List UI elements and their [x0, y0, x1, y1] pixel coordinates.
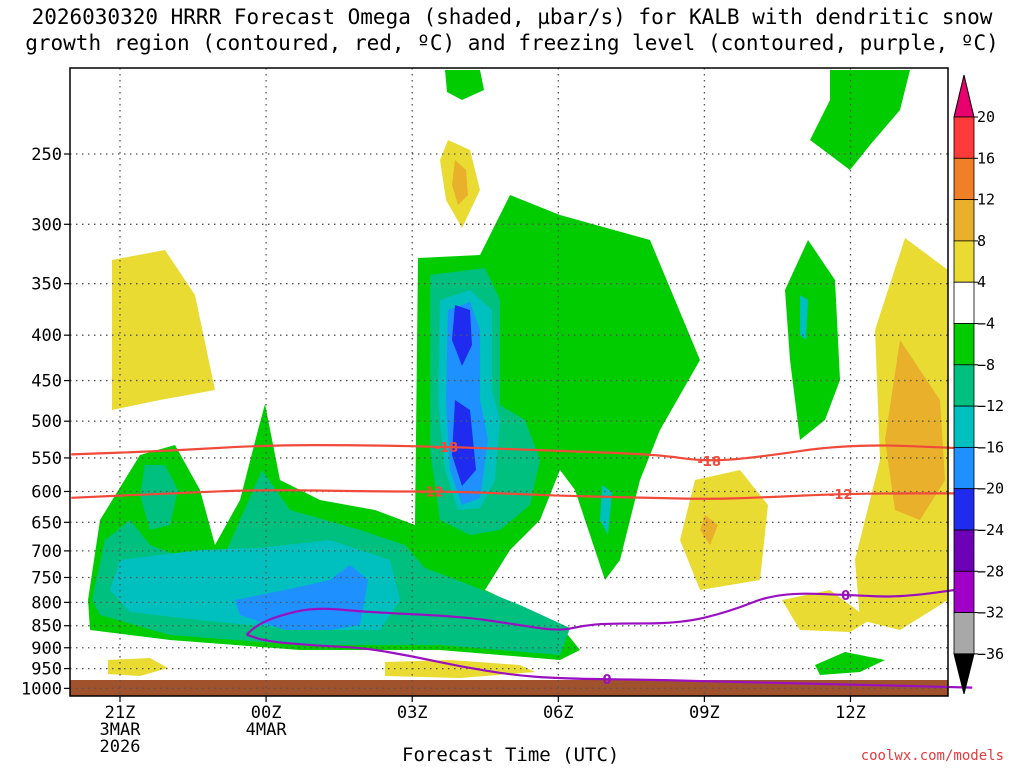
omega-region-upward-left [112, 250, 215, 410]
x-tick-label: 09Z [689, 703, 720, 723]
colorbar-label: −24 [977, 521, 1004, 539]
omega-region-upper-right-green [810, 70, 910, 170]
y-axis: 2503003504004505005506006507007508008509… [21, 145, 70, 699]
omega-region-12z-low [782, 590, 870, 632]
y-tick-label: 900 [31, 639, 62, 659]
colorbar-label: 16 [977, 149, 995, 167]
chart-title: 2026030320 HRRR Forecast Omega (shaded, … [0, 4, 1024, 56]
omega-region-09z [680, 470, 768, 590]
y-tick-label: 950 [31, 660, 62, 680]
contour-label: -18 [698, 455, 722, 470]
contour-line [246, 633, 973, 689]
y-tick-label: 500 [31, 412, 62, 432]
x-tick-label: 2026 [100, 737, 141, 757]
y-tick-label: 750 [31, 568, 62, 588]
contour-label: 0 [841, 589, 850, 604]
contour-label: -12 [420, 485, 444, 500]
colorbar-label: −36 [977, 645, 1004, 663]
contour-line [71, 444, 973, 462]
contour-line [245, 586, 973, 636]
contour-label: -18 [435, 441, 459, 456]
colorbar-band [953, 323, 975, 366]
colorbar-band [953, 612, 975, 655]
y-tick-label: 550 [31, 449, 62, 469]
contour-label: 0 [602, 673, 611, 688]
y-tick-label: 350 [31, 275, 62, 295]
x-tick-label: 4MAR [246, 720, 288, 740]
colorbar-band [953, 446, 975, 490]
omega-region-11z-green [785, 240, 840, 440]
y-tick-label: 300 [31, 215, 62, 235]
x-tick-label: 21Z [105, 703, 136, 723]
colorbar-label: −16 [977, 438, 1004, 456]
y-tick-label: 400 [31, 326, 62, 346]
colorbar: 20 16 12 8 4 −4 −8 −12 −16 −20 −24 −28 −32 −36 [953, 74, 1004, 695]
colorbar-label: −20 [977, 480, 1004, 498]
omega-region-top-green [445, 70, 484, 100]
colorbar-band [953, 529, 975, 572]
colorbar-label: 20 [977, 108, 995, 126]
omega-region-cyan-small1 [800, 295, 808, 340]
contour-line [71, 489, 973, 500]
y-tick-label: 700 [31, 542, 62, 562]
plot-frame [69, 67, 949, 697]
colorbar-label: −12 [977, 397, 1004, 415]
colorbar-label: −28 [977, 562, 1004, 580]
contour-label: -12 [829, 488, 853, 503]
title-line-2: growth region (contoured, red, ºC) and f… [25, 31, 999, 55]
colorbar-label: −4 [977, 315, 995, 333]
y-tick-label: 850 [31, 617, 62, 637]
colorbar-label: 8 [977, 232, 986, 250]
colorbar-label: 12 [977, 191, 995, 209]
colorbar-label: 4 [977, 273, 986, 291]
colorbar-band [953, 199, 975, 242]
title-line-1: 2026030320 HRRR Forecast Omega (shaded, … [31, 5, 993, 29]
colorbar-band [953, 157, 975, 201]
x-tick-label: 00Z [251, 703, 282, 723]
colorbar-band [953, 240, 975, 283]
colorbar-band [953, 364, 975, 407]
x-tick-label: 03Z [397, 703, 428, 723]
omega-region-seagreen-left [140, 465, 178, 530]
y-tick-label: 1000 [21, 679, 62, 699]
plot-grid [70, 68, 948, 696]
omega-region-darkblue-1 [452, 305, 472, 366]
omega-region-darkblue-2 [452, 400, 476, 486]
contour-lines: -18 -18 -12 -12 0 0 [71, 441, 973, 689]
credit-link[interactable]: coolwx.com/models [860, 748, 1004, 764]
x-tick-label: 06Z [543, 703, 574, 723]
y-tick-label: 800 [31, 593, 62, 613]
x-tick-label: 3MAR [100, 720, 142, 740]
y-tick-label: 650 [31, 513, 62, 533]
omega-region-upper-mid-core [452, 160, 468, 205]
omega-region-right-core [885, 340, 945, 520]
x-tick-label: 12Z [835, 703, 866, 723]
colorbar-band [953, 488, 975, 531]
colorbar-band [953, 116, 975, 159]
colorbar-label: −32 [977, 604, 1004, 622]
colorbar-bottom-arrow [953, 653, 975, 695]
omega-shading [88, 70, 948, 678]
colorbar-band [953, 405, 975, 448]
x-axis-title: Forecast Time (UTC) [402, 744, 620, 766]
y-tick-label: 600 [31, 482, 62, 502]
y-tick-label: 450 [31, 372, 62, 392]
colorbar-band [953, 281, 975, 324]
y-tick-label: 250 [31, 145, 62, 165]
omega-region-blue-low [235, 565, 368, 630]
colorbar-top-arrow [953, 74, 975, 118]
colorbar-label: −8 [977, 356, 995, 374]
colorbar-band [953, 570, 975, 613]
omega-region-surface-left [108, 658, 168, 676]
